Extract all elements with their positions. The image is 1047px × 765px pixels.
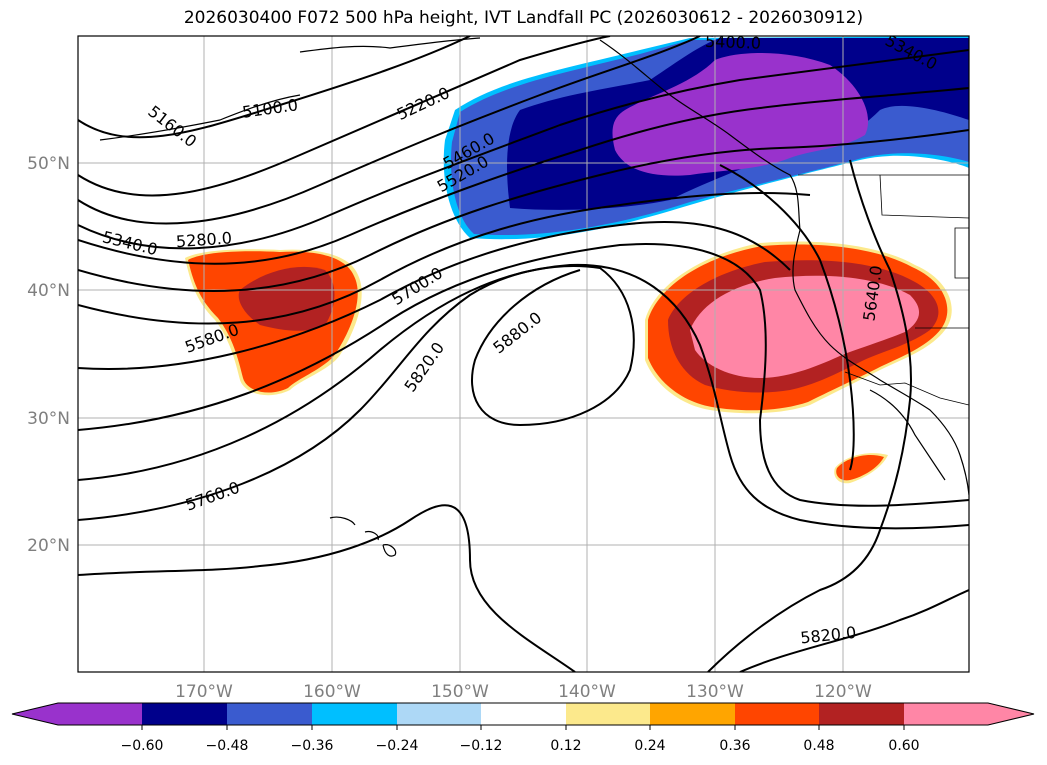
colorbar-seg-0	[12, 703, 142, 725]
gridlines	[78, 36, 969, 672]
lon-label-130w: 130°W	[686, 682, 744, 702]
colorbar-tick-label: 0.24	[634, 738, 665, 754]
colorbar-seg-2	[227, 703, 312, 725]
lon-axis-labels: 170°W 160°W 150°W 140°W 130°W 120°W	[175, 682, 872, 702]
colorbar-tick-label: −0.24	[376, 738, 419, 754]
lon-label-160w: 160°W	[303, 682, 361, 702]
height-contours	[78, 36, 969, 672]
pos-east-pink	[690, 275, 920, 378]
plot-area: 5100.0 5160.0 5220.0 5280.0 5340.0 5400.…	[78, 32, 969, 672]
lat-label-20n: 20°N	[27, 536, 70, 556]
positive-ivt-region-east	[645, 241, 952, 414]
lat-label-40n: 40°N	[27, 281, 70, 301]
lon-label-170w: 170°W	[175, 682, 233, 702]
negative-ivt-region	[443, 36, 969, 240]
colorbar-seg-10	[904, 703, 1034, 725]
positive-ivt-region-west	[185, 249, 362, 396]
pos-west-dark	[238, 266, 335, 331]
coastlines	[99, 37, 969, 557]
colorbar-seg-5	[481, 703, 566, 725]
lon-label-120w: 120°W	[814, 682, 872, 702]
colorbar-seg-1	[142, 703, 227, 725]
colorbar-tick-label: 0.12	[550, 738, 581, 754]
colorbar-seg-6	[566, 703, 650, 725]
colorbar-seg-4	[397, 703, 481, 725]
colorbar-tick-label: −0.36	[291, 738, 334, 754]
lat-label-50n: 50°N	[27, 154, 70, 174]
colorbar-tick-label: 0.60	[888, 738, 919, 754]
lon-label-150w: 150°W	[431, 682, 489, 702]
colorbar-tick-label: −0.60	[121, 738, 164, 754]
contour-label-5400: 5400.0	[705, 32, 762, 53]
neg-purple	[612, 53, 869, 176]
colorbar-tick-label: −0.12	[460, 738, 503, 754]
colorbar-tick-label: 0.36	[719, 738, 750, 754]
lon-label-140w: 140°W	[558, 682, 616, 702]
colorbar-seg-3	[312, 703, 397, 725]
colorbar-ticks	[141, 725, 905, 730]
colorbar-seg-7	[650, 703, 735, 725]
colorbar-seg-8	[735, 703, 819, 725]
lat-axis-labels: 50°N 40°N 30°N 20°N	[27, 154, 70, 556]
colorbar-outline	[11, 702, 1035, 726]
colorbar-tick-label: −0.48	[206, 738, 249, 754]
map-title: 2026030400 F072 500 hPa height, IVT Land…	[183, 8, 864, 28]
lat-label-30n: 30°N	[27, 409, 70, 429]
colorbar: −0.60 −0.48 −0.36 −0.24 −0.12 0.12 0.24 …	[11, 702, 1035, 754]
borders	[798, 174, 969, 406]
colorbar-tick-label: 0.48	[803, 738, 834, 754]
positive-ivt-region-south	[834, 453, 888, 484]
colorbar-seg-9	[819, 703, 904, 725]
contour-label-5280: 5280.0	[175, 228, 232, 251]
pos-south-orange	[836, 455, 884, 481]
plot-border	[77, 35, 970, 673]
